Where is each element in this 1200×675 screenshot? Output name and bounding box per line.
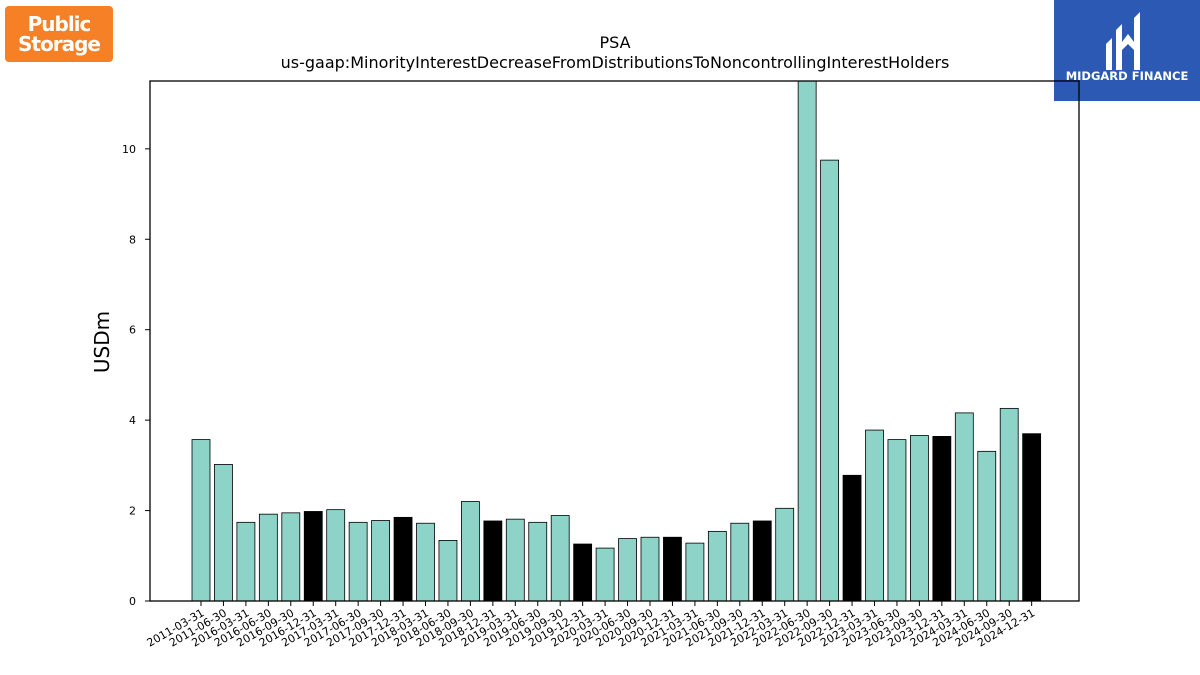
bar-2023-09-30 (910, 435, 929, 602)
chart-subtitle: us-gaap:MinorityInterestDecreaseFromDist… (281, 53, 950, 72)
bar-2021-12-31 (752, 520, 772, 602)
bar-2021-03-31 (685, 542, 705, 602)
bar-2018-12-31 (483, 520, 503, 602)
y-axis: 0 2 4 6 8 10 (122, 143, 150, 608)
bar-2018-09-30 (460, 501, 480, 602)
bar-2020-06-30 (618, 538, 637, 602)
x-axis: 2011-03-312011-06-302016-03-312016-06-30… (145, 601, 1037, 650)
bar-2022-09-30 (820, 159, 839, 602)
bar-2024-06-30 (977, 450, 997, 602)
bar-2023-12-31 (932, 436, 952, 602)
bar-2019-12-31 (573, 543, 593, 602)
bar-2016-03-31 (236, 521, 256, 602)
bar-2017-03-31 (326, 509, 346, 602)
bar-2019-06-30 (528, 521, 548, 602)
y-tick-label: 2 (129, 505, 136, 518)
bar-2021-09-30 (730, 522, 750, 602)
bar-2016-06-30 (258, 513, 278, 602)
bar-2024-09-30 (999, 407, 1019, 602)
bar-2016-09-30 (281, 512, 301, 602)
bar-2024-03-31 (954, 412, 974, 602)
bar-2017-09-30 (371, 520, 391, 602)
bar-2011-03-31 (191, 439, 211, 602)
chart-title: PSA (599, 33, 630, 52)
bar-2021-06-30 (707, 530, 727, 602)
y-axis-label: USDm (90, 311, 114, 373)
midgard-finance-logo: MIDGARD FINANCE (1054, 0, 1200, 101)
midgard-mark-icon (1106, 12, 1140, 70)
logo-line-1: Public (27, 12, 92, 36)
y-tick-label: 6 (129, 324, 136, 337)
bar-2018-06-30 (438, 540, 458, 602)
bar-2022-12-31 (842, 474, 862, 602)
bar-2020-09-30 (640, 536, 660, 602)
logo-line-2: Storage (18, 32, 101, 56)
bar-2020-12-31 (663, 536, 682, 602)
bar-2018-03-31 (416, 522, 435, 602)
y-tick-label: 0 (129, 595, 136, 608)
bar-2016-12-31 (303, 511, 323, 602)
bar-2022-06-30 (797, 80, 817, 602)
bars-group (191, 80, 1042, 602)
bar-2019-03-31 (505, 518, 525, 602)
bar-2023-06-30 (887, 439, 907, 602)
bar-2019-09-30 (550, 515, 570, 602)
bar-2017-12-31 (393, 516, 413, 602)
midgard-finance-text: MIDGARD FINANCE (1065, 69, 1189, 83)
public-storage-logo: Public Storage (5, 6, 113, 62)
plot-frame (149, 80, 1080, 602)
y-tick-label: 4 (129, 414, 136, 427)
y-tick-label: 10 (122, 143, 136, 156)
bar-2020-03-31 (595, 547, 615, 602)
bar-2017-06-30 (348, 521, 368, 602)
bar-2024-12-31 (1022, 433, 1042, 602)
bar-2022-03-31 (775, 507, 795, 602)
bar-2011-06-30 (214, 464, 233, 602)
y-tick-label: 8 (129, 233, 136, 246)
bar-2023-03-31 (865, 429, 884, 602)
